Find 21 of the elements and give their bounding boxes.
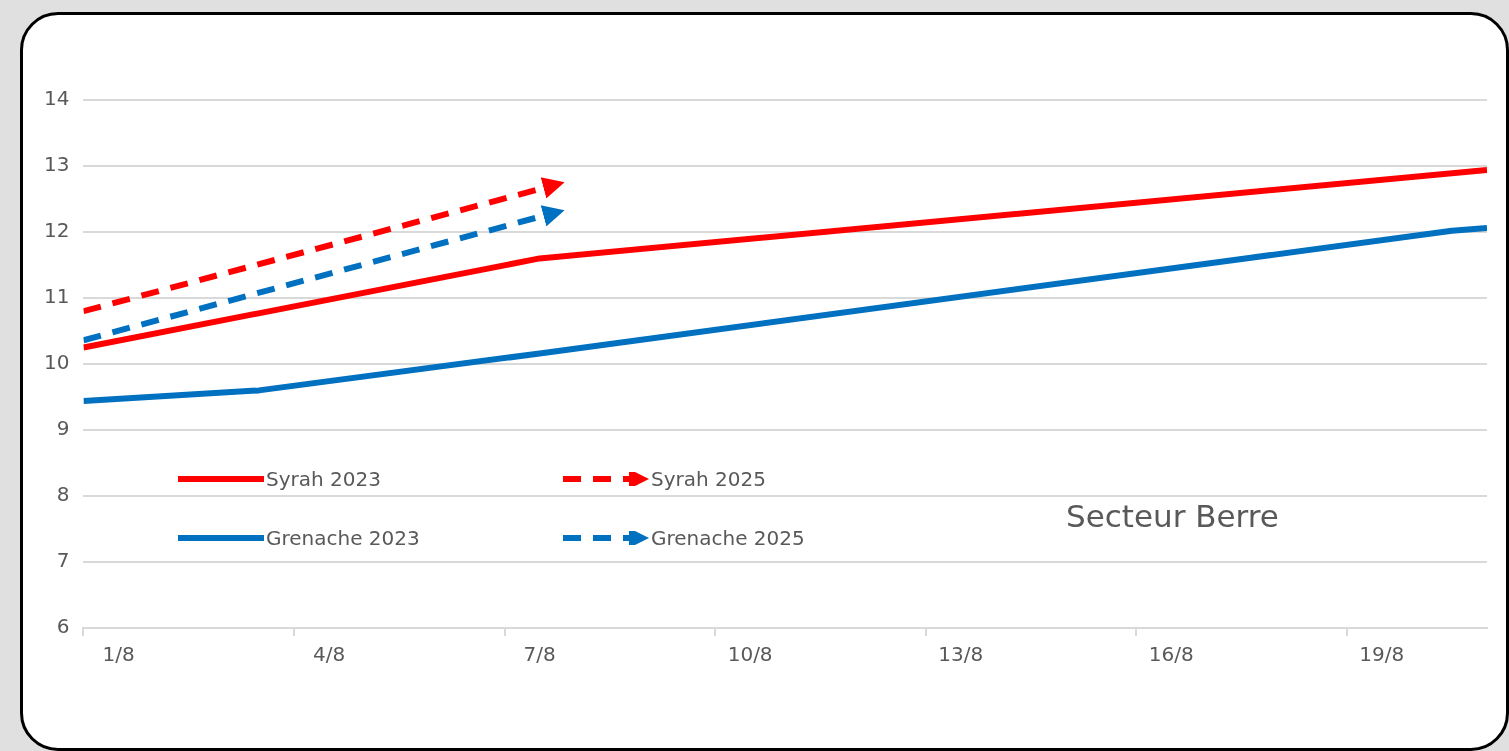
y-tick-label: 14 xyxy=(44,86,70,111)
y-tick-label: 6 xyxy=(56,614,70,639)
legend-label: Grenache 2025 xyxy=(651,525,805,550)
x-tick-label: 10/8 xyxy=(727,642,773,667)
x-tick-label: 7/8 xyxy=(523,642,556,667)
legend-label: Grenache 2023 xyxy=(266,525,420,550)
y-tick-label: 13 xyxy=(44,152,70,177)
legend-label: Syrah 2025 xyxy=(651,466,766,491)
y-tick-label: 11 xyxy=(44,284,70,309)
x-tick-label: 13/8 xyxy=(938,642,984,667)
y-tick-label: 8 xyxy=(56,482,70,507)
y-tick-label: 7 xyxy=(56,548,70,573)
y-tick-label: 10 xyxy=(44,350,70,375)
x-tick-label: 1/8 xyxy=(102,642,135,667)
legend-label: Syrah 2023 xyxy=(266,466,381,491)
y-tick-label: 9 xyxy=(56,416,70,441)
x-tick-label: 19/8 xyxy=(1359,642,1405,667)
y-tick-label: 12 xyxy=(44,218,70,243)
x-tick-label: 16/8 xyxy=(1148,642,1194,667)
x-tick-label: 4/8 xyxy=(312,642,346,667)
annotation: Secteur Berre xyxy=(1066,498,1279,534)
